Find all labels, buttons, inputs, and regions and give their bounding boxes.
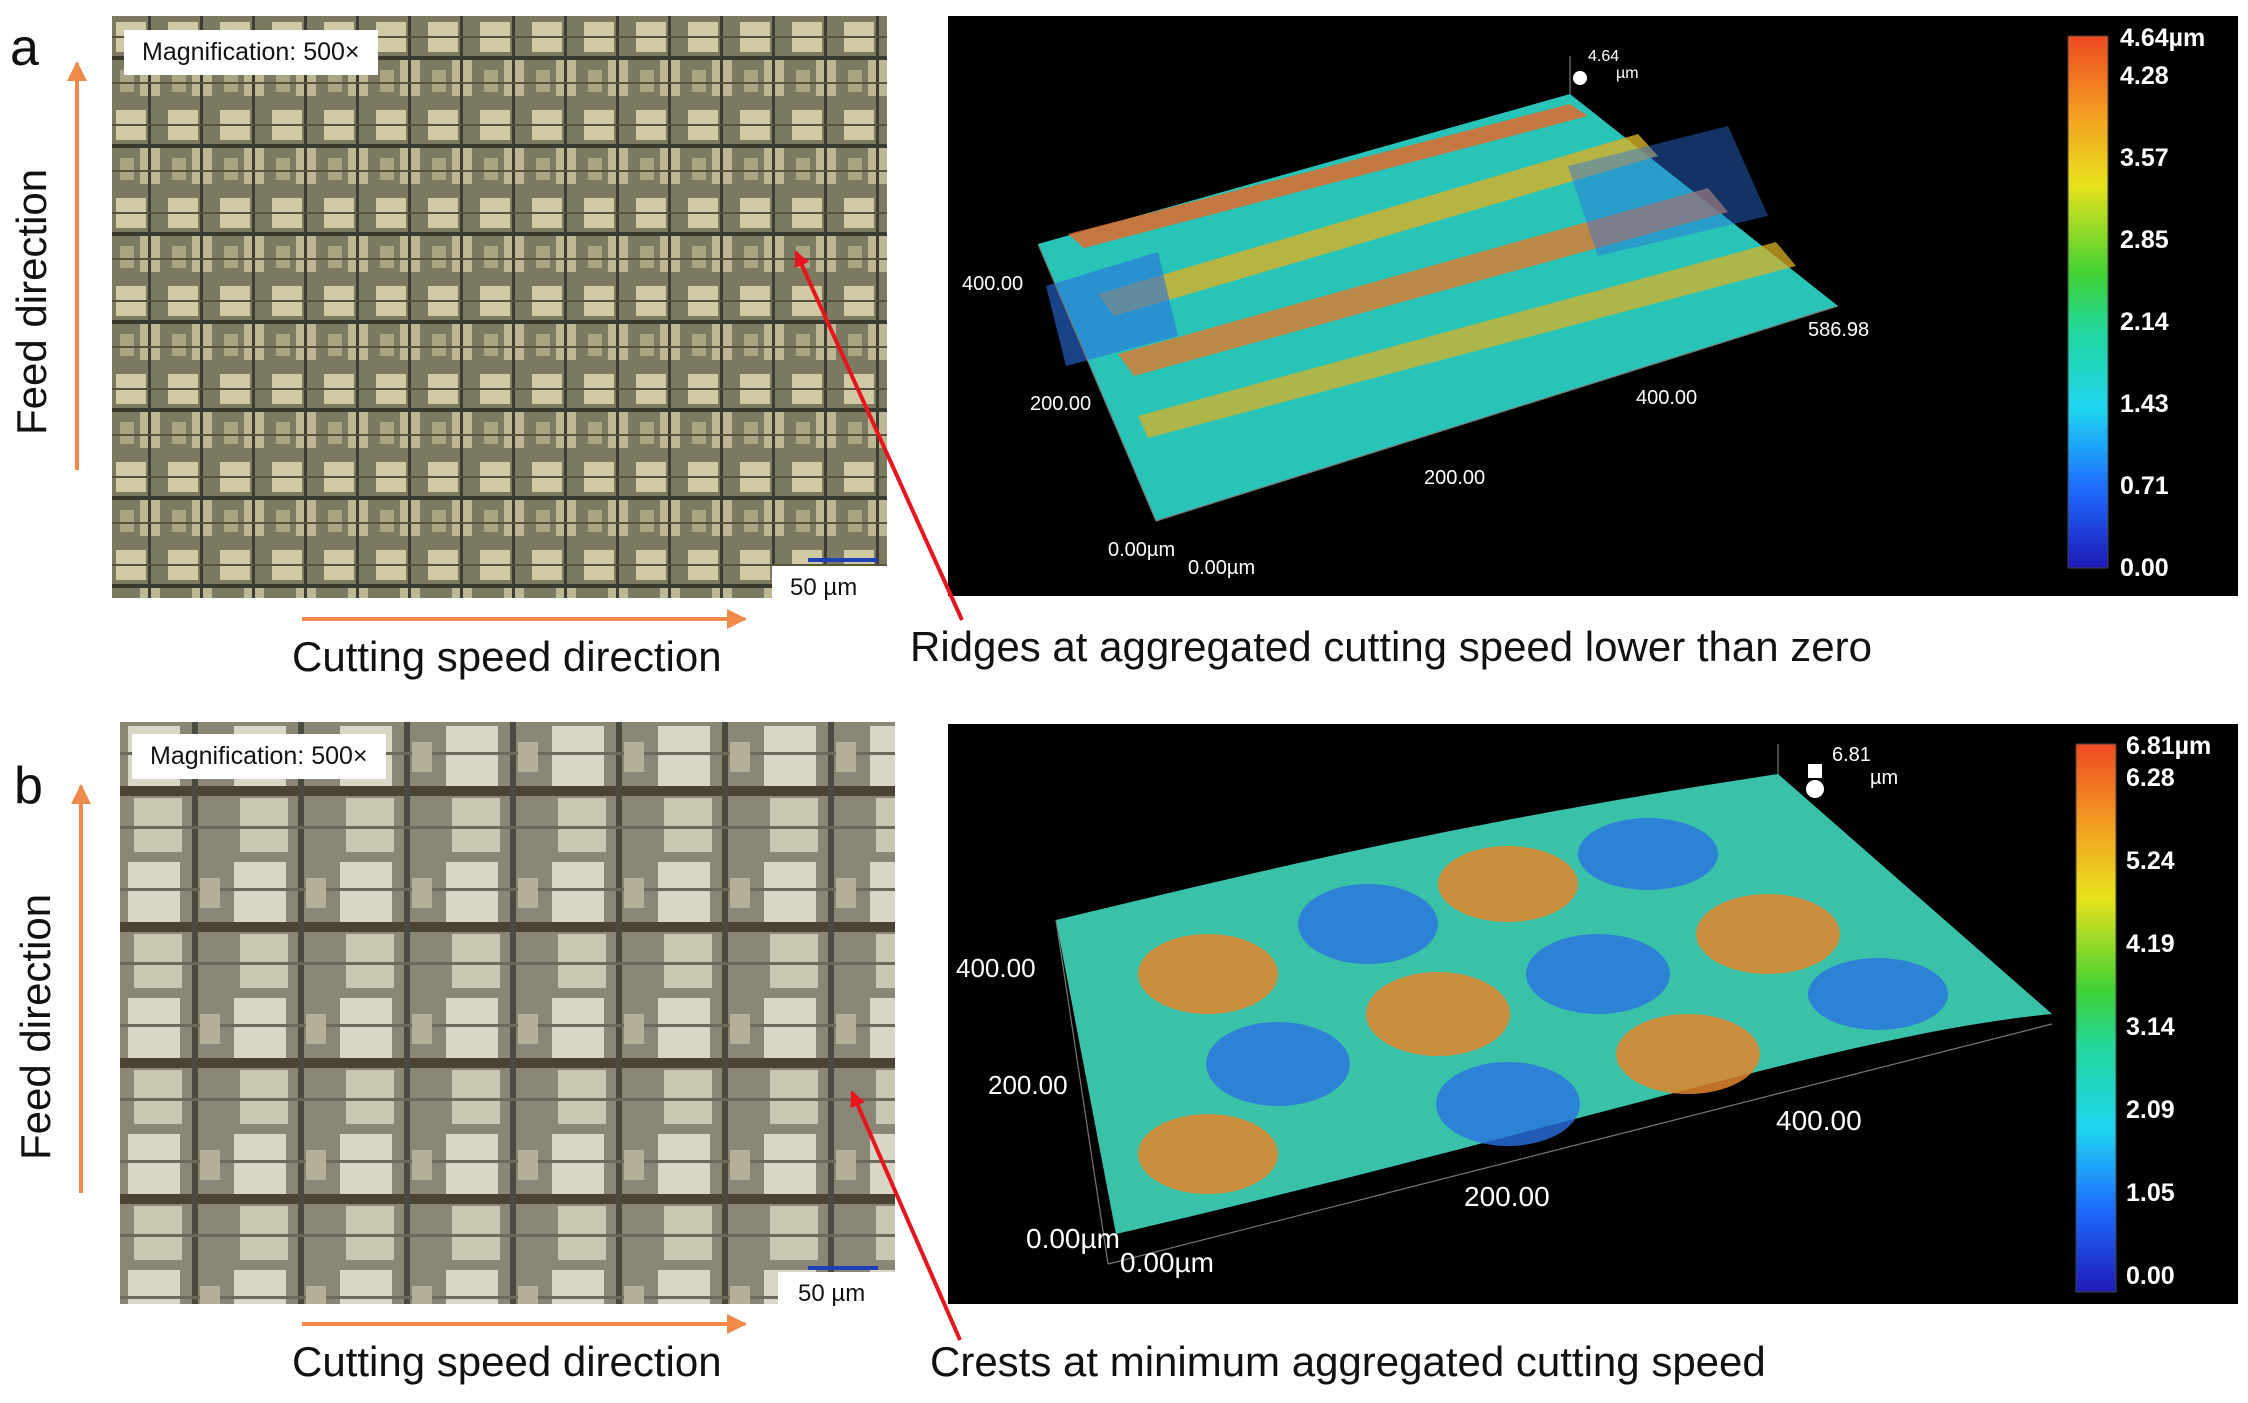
axis-label: 0.00µm xyxy=(1026,1223,1120,1254)
panel-b-letter: b xyxy=(14,757,43,815)
colorbar-label: 2.09 xyxy=(2126,1096,2175,1124)
colorbar-label: 0.71 xyxy=(2120,472,2169,500)
panel-a-caption: Ridges at aggregated cutting speed lower… xyxy=(910,623,1872,670)
colorbar-label: 1.43 xyxy=(2120,390,2169,418)
panel-b-max-marker xyxy=(1806,780,1824,798)
panel-b-surface xyxy=(1056,774,2052,1234)
colorbar-label: 4.19 xyxy=(2126,930,2175,958)
panel-a-surface xyxy=(1038,94,1838,521)
panel-a-topography: 4.64 µm 400.00 200.00 0.00µm 0.00µm 200.… xyxy=(948,16,2238,596)
panel-b-feed-label: Feed direction xyxy=(12,893,59,1160)
panel-a-pointer-arrow xyxy=(794,250,964,621)
panel-b-feed-arrow xyxy=(71,784,91,1193)
colorbar-label: 2.14 xyxy=(2120,308,2169,336)
colorbar-label: 3.14 xyxy=(2126,1013,2175,1041)
panel-b-topography: 6.81 µm 400.00 200.00 0.00µm 0.00µm 200.… xyxy=(948,724,2238,1304)
scale-bar-line xyxy=(808,1266,878,1270)
colorbar-label: 1.05 xyxy=(2126,1179,2175,1207)
panel-b-magnification-label: Magnification: 500× xyxy=(132,734,386,779)
colorbar-label: 6.28 xyxy=(2126,764,2175,792)
colorbar-label: 0.00 xyxy=(2126,1262,2175,1290)
axis-label: 586.98 xyxy=(1808,319,1869,341)
axis-label: 400.00 xyxy=(1636,387,1697,409)
panel-a-letter: a xyxy=(10,19,39,77)
panel-a-feed-arrow xyxy=(67,61,87,470)
panel-a-max-marker xyxy=(1573,71,1587,85)
panel-a-colorbar xyxy=(2067,35,2109,569)
axis-label: 200.00 xyxy=(1030,393,1091,415)
axis-label: 400.00 xyxy=(962,273,1023,295)
panel-a-cutting-arrow xyxy=(302,609,747,629)
colorbar-label: 6.81µm xyxy=(2126,732,2211,760)
axis-label: 0.00µm xyxy=(1120,1247,1214,1278)
panel-a-magnification-label: Magnification: 500× xyxy=(124,30,378,75)
panel-b-max-value: 6.81 xyxy=(1832,744,1871,766)
panel-b-pointer-arrow xyxy=(850,1090,962,1341)
panel-a-scale-bar: 50 µm xyxy=(772,558,890,606)
scale-bar-line xyxy=(808,558,878,562)
panel-b-micrograph xyxy=(120,722,895,1304)
panel-b-max-unit: µm xyxy=(1870,767,1898,789)
colorbar-label: 0.00 xyxy=(2120,554,2169,582)
panel-b-caption: Crests at minimum aggregated cutting spe… xyxy=(930,1338,1766,1385)
axis-label: 400.00 xyxy=(1776,1105,1862,1136)
colorbar-label: 3.57 xyxy=(2120,144,2169,172)
axis-label: 200.00 xyxy=(1424,467,1485,489)
axis-label: 200.00 xyxy=(988,1070,1068,1100)
colorbar-label: 5.24 xyxy=(2126,847,2175,875)
panel-a-max-unit: µm xyxy=(1616,65,1639,82)
colorbar-label: 4.64µm xyxy=(2120,24,2205,52)
panel-b-colorbar xyxy=(2075,743,2117,1293)
panel-b-max-marker-square xyxy=(1808,764,1822,778)
axis-label: 0.00µm xyxy=(1108,539,1175,561)
axis-label: 400.00 xyxy=(956,953,1036,983)
panel-b-cutting-label: Cutting speed direction xyxy=(292,1338,722,1385)
panel-b-scale-label: 50 µm xyxy=(798,1280,866,1307)
panel-a-scale-label: 50 µm xyxy=(790,574,858,601)
panel-a-cutting-label: Cutting speed direction xyxy=(292,633,722,680)
panel-a-max-value: 4.64 xyxy=(1588,48,1619,65)
colorbar-label: 2.85 xyxy=(2120,226,2169,254)
axis-label: 200.00 xyxy=(1464,1181,1550,1212)
panel-b-cutting-arrow xyxy=(302,1314,747,1334)
panel-b-scale-bar: 50 µm xyxy=(778,1266,896,1312)
colorbar-label: 4.28 xyxy=(2120,62,2169,90)
panel-a-feed-label: Feed direction xyxy=(8,168,55,435)
panel-a-micrograph xyxy=(112,16,887,598)
axis-label: 0.00µm xyxy=(1188,557,1255,579)
